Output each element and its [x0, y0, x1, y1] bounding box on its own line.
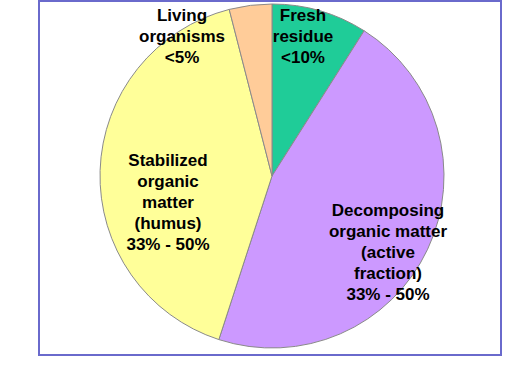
svg-text:<5%: <5%: [165, 48, 200, 67]
svg-text:organisms: organisms: [139, 27, 225, 46]
svg-text:(active: (active: [361, 243, 415, 262]
svg-text:33% - 50%: 33% - 50%: [126, 235, 209, 254]
svg-text:Decomposing: Decomposing: [332, 201, 444, 220]
svg-text:matter: matter: [142, 193, 194, 212]
svg-text:residue: residue: [273, 27, 333, 46]
svg-text:organic: organic: [137, 172, 198, 191]
svg-text:Fresh: Fresh: [280, 6, 326, 25]
svg-text:(humus): (humus): [134, 214, 201, 233]
svg-text:Living: Living: [157, 6, 207, 25]
svg-text:fraction): fraction): [354, 264, 422, 283]
svg-text:<10%: <10%: [281, 48, 325, 67]
svg-text:33% - 50%: 33% - 50%: [346, 285, 429, 304]
svg-text:Stabilized: Stabilized: [128, 151, 207, 170]
svg-text:organic matter: organic matter: [329, 222, 447, 241]
